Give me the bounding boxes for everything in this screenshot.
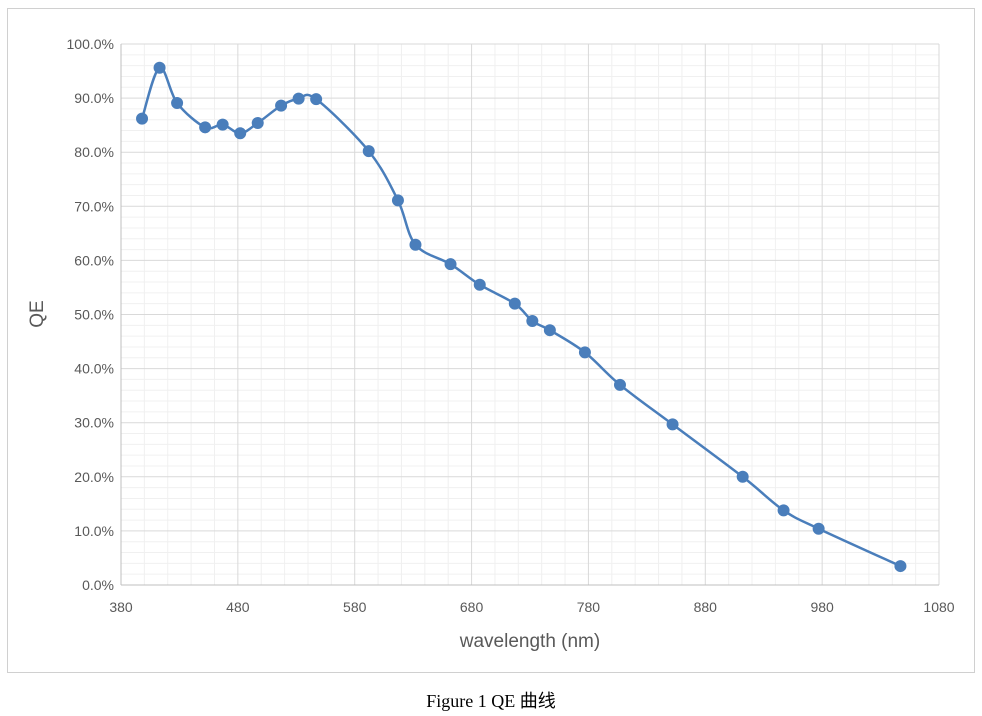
y-axis-label: QE	[27, 300, 48, 327]
qe-chart: 380 480 580 680 780 880 980 1080 0.0% 10.0% 20.0% 3…	[27, 36, 955, 652]
y-tick-label: 30.0%	[74, 415, 114, 431]
series-group	[136, 61, 907, 573]
y-tick-label: 0.0%	[82, 577, 114, 593]
data-point	[275, 99, 288, 112]
data-point	[473, 278, 486, 291]
data-point	[666, 418, 679, 431]
y-tick-label: 60.0%	[74, 252, 114, 268]
x-tick-label: 580	[343, 599, 367, 615]
y-tick-label: 50.0%	[74, 307, 114, 323]
data-point	[526, 314, 539, 327]
y-tick-label: 80.0%	[74, 144, 114, 160]
data-point	[292, 92, 305, 105]
data-point	[391, 194, 404, 207]
y-tick-label: 70.0%	[74, 198, 114, 214]
data-point	[199, 121, 212, 134]
x-tick-label: 380	[109, 599, 133, 615]
data-point	[153, 61, 166, 74]
data-point	[736, 470, 749, 483]
data-point	[136, 112, 149, 125]
tick-labels: 380 480 580 680 780 880 980 1080 0.0% 10.0% 20.0% 3…	[67, 36, 955, 615]
data-point	[362, 145, 375, 158]
data-point	[613, 378, 626, 391]
data-point	[171, 96, 184, 109]
data-point	[251, 116, 264, 129]
y-tick-label: 90.0%	[74, 90, 114, 106]
data-point	[409, 238, 422, 251]
x-axis-label: wavelength (nm)	[459, 631, 600, 652]
data-point	[216, 118, 229, 131]
y-tick-label: 20.0%	[74, 469, 114, 485]
data-point	[444, 258, 457, 271]
data-point	[234, 127, 247, 140]
x-tick-label: 1080	[923, 599, 954, 615]
x-tick-label: 480	[226, 599, 250, 615]
data-point	[812, 522, 825, 535]
data-point	[578, 346, 591, 359]
figure-caption: Figure 1 QE 曲线	[426, 691, 556, 711]
axes	[120, 44, 939, 586]
y-tick-label: 10.0%	[74, 523, 114, 539]
y-tick-label: 40.0%	[74, 361, 114, 377]
x-tick-label: 780	[577, 599, 601, 615]
data-point	[894, 560, 907, 573]
chart-frame	[7, 8, 975, 673]
x-tick-label: 680	[460, 599, 484, 615]
y-tick-label: 100.0%	[67, 36, 114, 52]
x-tick-label: 980	[810, 599, 834, 615]
data-point	[310, 93, 323, 106]
data-point	[543, 324, 556, 337]
major-gridlines	[120, 43, 940, 586]
data-point	[508, 297, 521, 310]
x-tick-label: 880	[694, 599, 718, 615]
series-line	[140, 66, 901, 568]
data-point	[777, 504, 790, 517]
